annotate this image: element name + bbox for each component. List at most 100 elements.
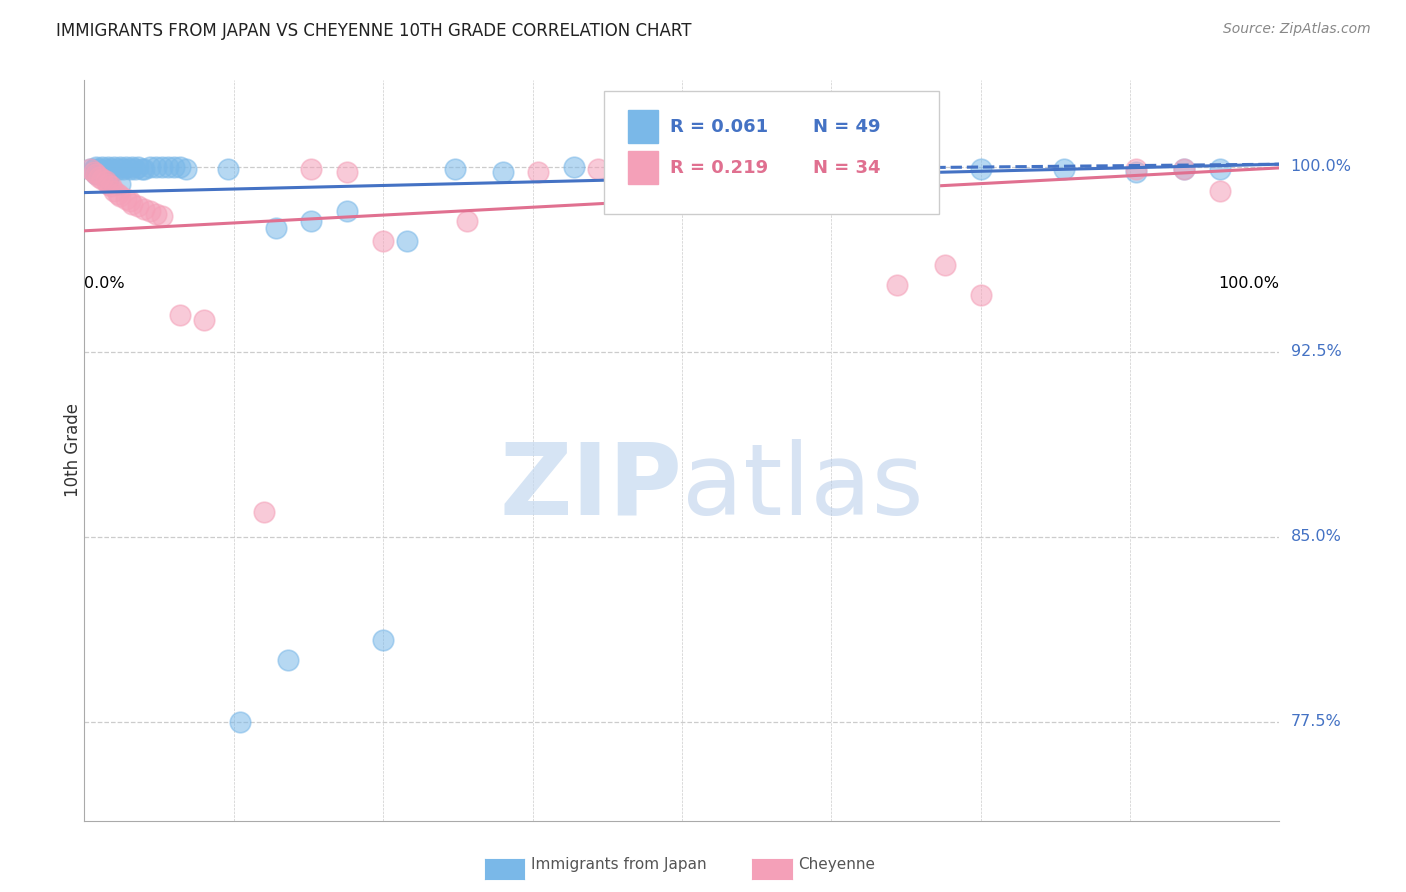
Point xyxy=(169,160,191,174)
Text: R = 0.219: R = 0.219 xyxy=(671,159,768,177)
Point xyxy=(97,160,120,174)
Point xyxy=(970,162,993,177)
Text: 92.5%: 92.5% xyxy=(1291,344,1341,359)
Point xyxy=(612,162,634,177)
Point xyxy=(1053,162,1076,177)
Point xyxy=(131,162,153,177)
Point xyxy=(79,162,101,177)
Point xyxy=(301,214,323,228)
Point xyxy=(970,288,993,302)
Text: Immigrants from Japan: Immigrants from Japan xyxy=(531,857,707,872)
Point xyxy=(373,234,395,248)
Point xyxy=(492,164,515,178)
Point xyxy=(934,258,956,272)
Point xyxy=(1173,162,1195,177)
Text: 0.0%: 0.0% xyxy=(84,277,125,292)
Point xyxy=(336,204,359,219)
Point xyxy=(396,234,419,248)
Point xyxy=(115,160,138,174)
Point xyxy=(107,186,129,201)
Point xyxy=(588,162,610,177)
Point xyxy=(79,162,101,177)
Point xyxy=(127,160,149,174)
Point xyxy=(150,209,173,223)
Point xyxy=(111,162,134,177)
Point xyxy=(174,162,197,177)
Point xyxy=(103,160,125,174)
Point xyxy=(1209,184,1232,198)
Point xyxy=(107,162,129,177)
Text: 100.0%: 100.0% xyxy=(1291,159,1351,174)
Point xyxy=(150,160,173,174)
Point xyxy=(139,160,162,174)
Point xyxy=(456,214,478,228)
Point xyxy=(97,177,120,191)
Text: Source: ZipAtlas.com: Source: ZipAtlas.com xyxy=(1223,22,1371,37)
Text: N = 34: N = 34 xyxy=(814,159,882,177)
Point xyxy=(83,162,105,177)
Point xyxy=(124,162,146,177)
Point xyxy=(127,199,149,213)
Text: ZIP: ZIP xyxy=(499,439,682,536)
Text: atlas: atlas xyxy=(682,439,924,536)
Point xyxy=(163,160,186,174)
Point xyxy=(121,160,143,174)
Point xyxy=(145,160,167,174)
Point xyxy=(886,278,908,293)
Point xyxy=(100,179,122,194)
Point xyxy=(193,312,215,326)
Point xyxy=(277,653,299,667)
FancyBboxPatch shape xyxy=(605,91,939,213)
Point xyxy=(132,202,156,216)
Point xyxy=(118,194,141,209)
Point xyxy=(1173,162,1195,177)
Point xyxy=(301,162,323,177)
Text: R = 0.061: R = 0.061 xyxy=(671,118,768,136)
Point xyxy=(169,308,191,322)
Point xyxy=(217,162,239,177)
Point xyxy=(564,160,586,174)
Point xyxy=(94,162,117,177)
Point xyxy=(139,204,162,219)
Point xyxy=(1125,162,1147,177)
Point xyxy=(91,172,114,186)
Point xyxy=(86,167,108,181)
Point xyxy=(1209,162,1232,177)
Text: 85.0%: 85.0% xyxy=(1291,529,1341,544)
Point xyxy=(87,162,110,177)
Point xyxy=(110,189,132,203)
Point xyxy=(1125,164,1147,178)
Point xyxy=(253,505,276,519)
Point xyxy=(121,196,143,211)
Point xyxy=(229,714,252,729)
Point xyxy=(100,162,122,177)
Text: N = 49: N = 49 xyxy=(814,118,882,136)
Point xyxy=(94,174,117,188)
Point xyxy=(264,221,287,235)
Point xyxy=(103,184,125,198)
Point xyxy=(86,167,108,181)
Point xyxy=(87,169,110,184)
Point xyxy=(527,164,550,178)
Point xyxy=(91,160,114,174)
FancyBboxPatch shape xyxy=(628,110,658,144)
Text: 100.0%: 100.0% xyxy=(1219,277,1279,292)
Point xyxy=(157,160,180,174)
Point xyxy=(97,172,120,186)
Point xyxy=(83,164,105,178)
Point xyxy=(444,162,467,177)
Point xyxy=(373,633,395,648)
Y-axis label: 10th Grade: 10th Grade xyxy=(65,403,82,498)
FancyBboxPatch shape xyxy=(628,151,658,184)
Point xyxy=(110,177,132,191)
Text: 77.5%: 77.5% xyxy=(1291,714,1341,730)
Point xyxy=(145,206,167,220)
Point xyxy=(336,164,359,178)
Point xyxy=(110,160,132,174)
Point xyxy=(86,160,108,174)
Text: IMMIGRANTS FROM JAPAN VS CHEYENNE 10TH GRADE CORRELATION CHART: IMMIGRANTS FROM JAPAN VS CHEYENNE 10TH G… xyxy=(56,22,692,40)
Point xyxy=(132,162,156,177)
Point xyxy=(742,162,765,177)
Point xyxy=(814,160,837,174)
Text: Cheyenne: Cheyenne xyxy=(799,857,876,872)
